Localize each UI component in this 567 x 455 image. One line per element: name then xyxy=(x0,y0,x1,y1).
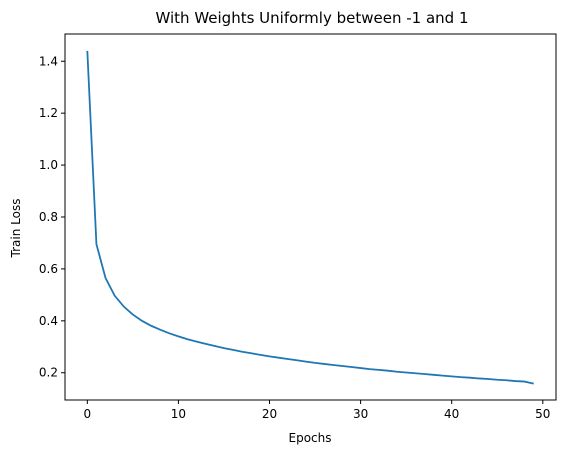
y-tick-label: 1.0 xyxy=(39,158,58,172)
chart-title: With Weights Uniformly between -1 and 1 xyxy=(156,9,469,27)
y-tick-label: 1.2 xyxy=(39,106,58,120)
y-tick-label: 0.8 xyxy=(39,210,58,224)
y-axis: 0.2 0.4 0.6 0.8 1.0 1.2 1.4 xyxy=(39,54,65,380)
x-tick-label: 40 xyxy=(444,407,459,421)
x-tick-label: 10 xyxy=(171,407,186,421)
y-axis-label: Train Loss xyxy=(9,199,23,259)
x-axis: 0 10 20 30 40 50 xyxy=(83,400,550,421)
x-axis-label: Epochs xyxy=(289,431,332,445)
y-tick-label: 0.6 xyxy=(39,262,58,276)
y-tick-label: 1.4 xyxy=(39,54,58,68)
x-tick-label: 30 xyxy=(353,407,368,421)
x-tick-label: 50 xyxy=(535,407,550,421)
plot-area xyxy=(86,50,534,385)
plot-frame xyxy=(64,33,557,401)
loss-series-line xyxy=(86,50,534,385)
y-tick-label: 0.2 xyxy=(39,366,58,380)
x-tick-label: 0 xyxy=(83,407,91,421)
y-tick-label: 0.4 xyxy=(39,314,58,328)
x-tick-label: 20 xyxy=(262,407,277,421)
